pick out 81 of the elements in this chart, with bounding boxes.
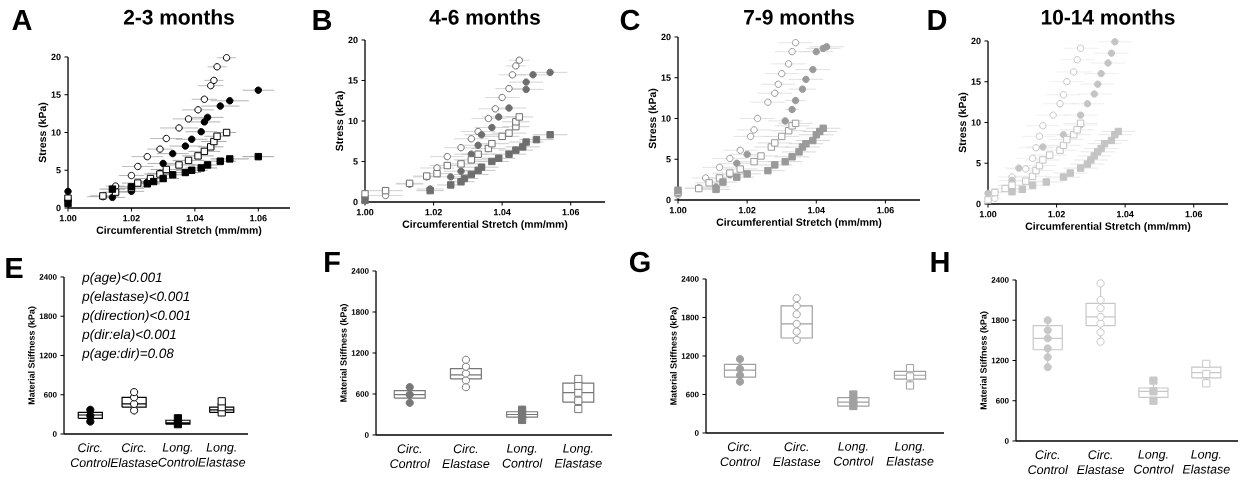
y-tick-label: 5 xyxy=(976,160,981,167)
text: B xyxy=(313,10,332,30)
y-axis-title: Material Stiffness (kPa) xyxy=(670,307,679,405)
y-tick-label: 10 xyxy=(661,115,671,122)
text: E xyxy=(6,258,23,278)
x-tick-label: 1.06 xyxy=(877,207,894,214)
x-tick-label: 1.02 xyxy=(738,207,756,214)
x-tick-label: 1.00 xyxy=(356,209,374,216)
x-tick-label: 1.02 xyxy=(123,215,140,222)
x-axis-title: Circumferential Stretch (mm/mm) xyxy=(1025,222,1191,232)
y-axis-title: Stress (kPa) xyxy=(958,92,969,153)
x-axis-title: Circumferential Stretch (mm/mm) xyxy=(402,220,568,230)
x-axis-title: Circumferential Stretch (mm/mm) xyxy=(96,226,262,236)
x-tick-label: Circ. Control xyxy=(390,444,431,469)
x-tick-label: Circ. Elastase xyxy=(110,443,158,468)
text: H xyxy=(931,252,949,272)
annotation: p(age:dir)=0.08 xyxy=(81,348,174,361)
x-tick-label: Long. Elastase xyxy=(198,443,246,467)
y-tick-label: 0 xyxy=(353,198,358,206)
y-tick-label: 10 xyxy=(971,119,981,126)
y-tick-label: 5 xyxy=(353,158,358,165)
text: D xyxy=(928,10,947,30)
y-axis-title: Stress (kPa) xyxy=(38,102,49,163)
x-tick-label: Circ. Control xyxy=(720,442,761,467)
y-tick-label: 5 xyxy=(666,156,671,163)
x-tick-label: Long. Control xyxy=(833,442,874,466)
annotation: p(direction)<0.001 xyxy=(81,310,190,323)
x-tick-label: 1.02 xyxy=(425,209,442,216)
x-tick-label: Circ. Control xyxy=(1028,450,1069,475)
y-axis-title: Material Stiffness (kPa) xyxy=(980,311,989,410)
annotation: p(age)<0.001 xyxy=(81,272,162,285)
text: A xyxy=(12,10,32,30)
x-tick-label: Long. Control xyxy=(502,444,543,468)
x-axis-title: Circumferential Stretch (mm/mm) xyxy=(716,218,882,228)
x-tick-label: 1.02 xyxy=(1048,211,1065,218)
x-tick-label: Long. Elastase xyxy=(1182,450,1230,474)
annotation: p(dir:ela)<0.001 xyxy=(81,329,176,342)
text: F xyxy=(325,252,340,272)
x-tick-label: 1.00 xyxy=(59,215,77,222)
y-tick-label: 0 xyxy=(56,204,61,212)
y-axis-title: Stress (kPa) xyxy=(648,88,659,149)
x-tick-label: 1.04 xyxy=(1116,211,1134,218)
x-tick-label: Long. Control xyxy=(1134,450,1174,474)
x-tick-label: Long. Elastase xyxy=(886,442,934,466)
annotation: p(elastase)<0.001 xyxy=(81,291,190,304)
y-tick-label: 0 xyxy=(666,196,671,204)
x-tick-label: 1.04 xyxy=(493,209,511,216)
y-tick-label: 20 xyxy=(51,53,61,61)
text: G xyxy=(629,251,650,273)
y-tick-label: 15 xyxy=(971,78,981,85)
chart-title: 7-9 months xyxy=(744,9,854,25)
x-tick-label: Long. Elastase xyxy=(554,444,602,468)
chart-title: 4-6 months xyxy=(429,9,540,25)
chart-title: 2-3 months xyxy=(123,9,234,25)
x-tick-label: 1.00 xyxy=(669,207,687,214)
x-tick-label: 1.04 xyxy=(808,207,825,214)
y-tick-label: 0 xyxy=(976,200,981,208)
y-tick-label: 15 xyxy=(348,77,358,84)
x-tick-label: 1.06 xyxy=(562,209,580,216)
x-tick-label: 1.00 xyxy=(979,211,997,218)
y-tick-label: 20 xyxy=(971,37,981,45)
x-tick-label: 1.04 xyxy=(186,215,204,222)
x-tick-label: Circ. Elastase xyxy=(1077,450,1124,475)
y-tick-label: 15 xyxy=(661,74,671,81)
y-tick-label: 20 xyxy=(661,33,671,41)
y-tick-label: 10 xyxy=(348,117,358,125)
y-tick-label: 15 xyxy=(51,91,61,98)
x-tick-label: Circ. Elastase xyxy=(442,444,490,469)
y-axis-title: Material Stiffness (kPa) xyxy=(28,306,37,405)
y-tick-label: 10 xyxy=(51,129,61,136)
y-tick-label: 5 xyxy=(56,167,61,174)
y-axis-title: Material Stiffness (kPa) xyxy=(340,304,349,402)
x-tick-label: Circ. Control xyxy=(70,443,111,468)
chart-title: 10-14 months xyxy=(1041,9,1175,25)
y-tick-label: 20 xyxy=(348,36,358,44)
x-tick-label: 1.06 xyxy=(250,215,267,222)
text: C xyxy=(620,9,640,31)
y-axis-title: Stress (kPa) xyxy=(335,91,346,151)
x-tick-label: Long. Control xyxy=(158,443,199,467)
x-tick-label: Circ. Elastase xyxy=(773,442,821,467)
x-tick-label: 1.06 xyxy=(1185,211,1203,218)
